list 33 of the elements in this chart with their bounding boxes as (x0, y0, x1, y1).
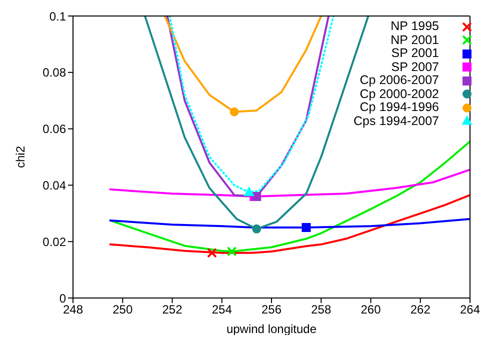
legend-label: SP 2007 (391, 60, 439, 74)
legend-label: NP 1995 (390, 19, 439, 34)
point (302, 223, 311, 232)
line-series (109, 194, 470, 254)
legend-label: NP 2001 (390, 32, 439, 47)
x-tick-label: 264 (460, 302, 480, 317)
x-tick-label: 250 (112, 302, 133, 317)
point (230, 107, 239, 116)
x-tick-label: 256 (261, 302, 282, 317)
legend-label: Cps 1994-2007 (354, 114, 439, 128)
legend-label: SP 2001 (391, 46, 439, 60)
legend-label: Cp 1994-1996 (360, 100, 439, 114)
point (244, 186, 254, 196)
point (226, 246, 237, 256)
line-series (109, 140, 470, 252)
y-tick-label: 0.08 (42, 66, 66, 80)
legend-label: Cp 2000-2002 (360, 86, 439, 101)
y-tick-label: 0.06 (42, 122, 66, 136)
x-tick-label: 252 (162, 302, 183, 317)
x-tick-label: 258 (311, 302, 332, 317)
point (252, 192, 262, 201)
x-tick-label: 254 (212, 302, 232, 317)
legend-label: Cp 2006-2007 (360, 73, 439, 88)
point (206, 248, 217, 258)
y-axis-title: chi2 (13, 146, 28, 168)
y-tick-label: 0 (59, 291, 66, 306)
y-tick-label: 0.1 (49, 9, 66, 24)
point (252, 224, 262, 234)
x-tick-label: 260 (360, 302, 382, 317)
y-tick-label: 0.04 (42, 178, 66, 192)
x-tick-label: 248 (62, 302, 84, 317)
x-tick-label: 262 (410, 302, 431, 317)
y-tick-label: 0.02 (42, 234, 66, 249)
